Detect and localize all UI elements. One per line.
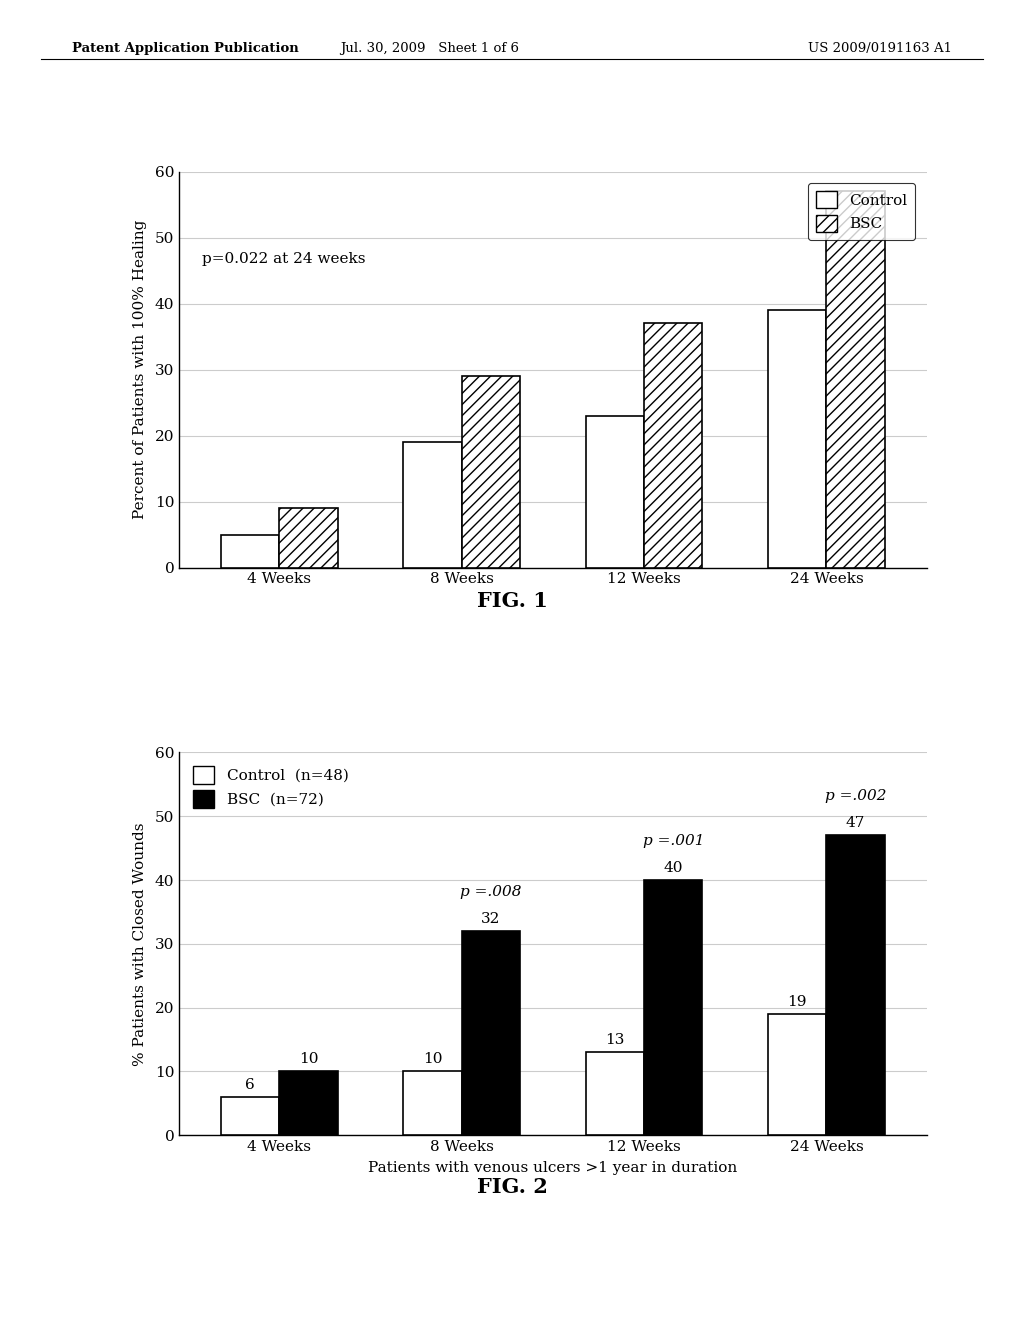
- Bar: [826, 191, 885, 568]
- Text: p=0.022 at 24 weeks: p=0.022 at 24 weeks: [202, 252, 366, 265]
- Bar: [768, 310, 826, 568]
- Text: p =.002: p =.002: [825, 789, 887, 804]
- Bar: [462, 931, 520, 1135]
- Bar: [586, 1052, 644, 1135]
- Text: 13: 13: [605, 1034, 625, 1047]
- Legend: Control  (n=48), BSC  (n=72): Control (n=48), BSC (n=72): [186, 760, 354, 813]
- Text: 10: 10: [299, 1052, 318, 1067]
- Text: 32: 32: [481, 912, 501, 925]
- Bar: [768, 1014, 826, 1135]
- Bar: [403, 1072, 462, 1135]
- Bar: [221, 1097, 280, 1135]
- Legend: Control, BSC: Control, BSC: [808, 183, 915, 240]
- Y-axis label: % Patients with Closed Wounds: % Patients with Closed Wounds: [132, 822, 146, 1065]
- Text: 47: 47: [846, 816, 865, 830]
- Bar: [280, 508, 338, 568]
- Bar: [644, 880, 702, 1135]
- Y-axis label: Percent of Patients with 100% Healing: Percent of Patients with 100% Healing: [132, 220, 146, 519]
- Text: US 2009/0191163 A1: US 2009/0191163 A1: [808, 42, 952, 55]
- Text: p =.001: p =.001: [642, 834, 705, 847]
- Text: Patent Application Publication: Patent Application Publication: [72, 42, 298, 55]
- Bar: [403, 442, 462, 568]
- X-axis label: Patients with venous ulcers >1 year in duration: Patients with venous ulcers >1 year in d…: [369, 1162, 737, 1175]
- Bar: [826, 836, 885, 1135]
- Text: 6: 6: [246, 1078, 255, 1092]
- Bar: [644, 323, 702, 568]
- Text: Jul. 30, 2009   Sheet 1 of 6: Jul. 30, 2009 Sheet 1 of 6: [341, 42, 519, 55]
- Text: FIG. 1: FIG. 1: [476, 591, 548, 611]
- Text: FIG. 2: FIG. 2: [476, 1177, 548, 1197]
- Text: 10: 10: [423, 1052, 442, 1067]
- Bar: [462, 376, 520, 568]
- Text: p =.008: p =.008: [460, 886, 521, 899]
- Bar: [221, 535, 280, 568]
- Text: 40: 40: [664, 861, 683, 875]
- Bar: [280, 1072, 338, 1135]
- Text: 19: 19: [787, 995, 807, 1008]
- Bar: [586, 416, 644, 568]
